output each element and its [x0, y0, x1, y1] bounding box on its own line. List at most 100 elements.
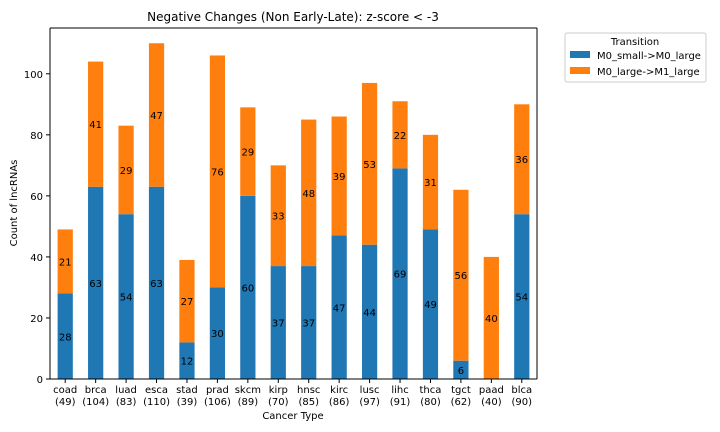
chart-title: Negative Changes (Non Early-Late): z-sco… [147, 10, 439, 24]
data-label-stad-series-1: 12 [181, 357, 194, 368]
bar-luad-series-1 [118, 214, 134, 379]
data-label-tgct-series-2: 56 [455, 271, 468, 282]
bar-skcm-series-1 [240, 195, 256, 379]
legend-swatch-series-2 [570, 67, 590, 74]
legend: Transition M0_small->M0_large M0_large->… [564, 32, 707, 83]
x-tick-label-coad: coad [53, 385, 77, 396]
bar-skcm-series-2 [240, 107, 256, 196]
x-tick-label-lusc: lusc [360, 385, 380, 396]
y-tick-label-100: 100 [24, 70, 43, 81]
data-label-esca-series-2: 47 [150, 111, 163, 122]
x-tick-total-lihc: (91) [390, 397, 411, 408]
bar-lusc-series-1 [361, 244, 378, 379]
x-tick-total-coad: (49) [55, 397, 76, 408]
bar-kirc-series-1 [331, 235, 347, 379]
data-label-lusc-series-1: 44 [363, 308, 376, 319]
x-tick-total-esca: (110) [143, 397, 170, 408]
data-label-lihc-series-2: 22 [394, 131, 407, 142]
data-label-paad-series-2: 40 [485, 314, 498, 325]
bar-thca-series-2 [422, 134, 439, 230]
legend-swatch-series-1 [570, 51, 590, 58]
plot-area: 28 21 coad(49) 63 41 brca(104) 54 29 luad(83) 63 4… [24, 27, 538, 408]
y-axis-label: Count of lncRNAs [9, 160, 20, 247]
bar-lusc-series-2 [361, 82, 378, 245]
x-tick-total-lusc: (97) [359, 397, 380, 408]
data-label-tgct-series-1: 6 [458, 366, 464, 377]
y-tick-label-40: 40 [30, 253, 43, 264]
data-label-luad-series-1: 54 [120, 293, 133, 304]
x-axis-label: Cancer Type [262, 411, 323, 422]
x-tick-total-brca: (104) [82, 397, 109, 408]
x-tick-label-thca: thca [420, 385, 442, 396]
x-tick-total-kirc: (86) [329, 397, 350, 408]
x-tick-label-luad: luad [115, 385, 137, 396]
data-label-lusc-series-2: 53 [363, 160, 376, 171]
x-tick-label-hnsc: hnsc [297, 385, 320, 396]
x-tick-label-brca: brca [85, 385, 107, 396]
x-tick-label-kirc: kirc [330, 385, 348, 396]
x-tick-total-blca: (90) [512, 397, 533, 408]
data-label-brca-series-1: 63 [89, 279, 102, 290]
x-tick-label-prad: prad [206, 385, 229, 396]
bar-paad-series-2 [483, 256, 499, 379]
x-tick-total-hnsc: (85) [298, 397, 319, 408]
x-tick-label-paad: paad [479, 385, 504, 396]
data-label-hnsc-series-2: 48 [302, 189, 315, 200]
data-label-brca-series-2: 41 [89, 120, 102, 131]
x-tick-total-paad: (40) [481, 397, 502, 408]
x-tick-label-esca: esca [145, 385, 168, 396]
data-label-coad-series-2: 21 [59, 257, 72, 268]
x-tick-total-stad: (39) [177, 397, 198, 408]
bar-stad-series-1 [179, 342, 195, 379]
bar-brca-series-1 [88, 186, 104, 379]
data-label-kirc-series-1: 47 [333, 303, 346, 314]
bar-brca-series-2 [88, 61, 104, 187]
x-tick-label-stad: stad [176, 385, 198, 396]
x-tick-total-skcm: (89) [238, 397, 259, 408]
x-tick-total-thca: (80) [420, 397, 441, 408]
y-tick-label-20: 20 [30, 314, 43, 325]
data-label-prad-series-2: 76 [211, 167, 224, 178]
bar-lihc-series-2 [392, 101, 408, 169]
data-label-kirc-series-2: 39 [333, 172, 346, 183]
bar-lihc-series-1 [392, 168, 408, 379]
bar-luad-series-2 [118, 125, 134, 215]
y-tick-label-0: 0 [37, 375, 43, 386]
x-tick-total-prad: (106) [204, 397, 231, 408]
bar-hnsc-series-2 [301, 119, 317, 267]
bar-prad-series-1 [209, 287, 226, 379]
x-tick-label-kirp: kirp [269, 385, 288, 396]
bar-hnsc-series-1 [301, 266, 317, 379]
data-label-lihc-series-1: 69 [394, 270, 407, 281]
x-tick-label-skcm: skcm [235, 385, 261, 396]
legend-frame [564, 32, 707, 83]
data-label-prad-series-1: 30 [211, 329, 224, 340]
data-label-hnsc-series-1: 37 [302, 319, 315, 330]
bar-coad-series-2 [57, 229, 73, 294]
bar-blca-series-2 [514, 104, 530, 215]
data-label-esca-series-1: 63 [150, 279, 163, 290]
data-label-stad-series-2: 27 [181, 297, 194, 308]
data-label-skcm-series-1: 60 [241, 283, 254, 294]
bar-esca-series-1 [148, 186, 165, 379]
bar-thca-series-1 [422, 229, 439, 379]
data-label-thca-series-2: 31 [424, 178, 437, 189]
bar-tgct-series-1 [453, 360, 469, 379]
bar-kirc-series-2 [331, 116, 347, 236]
x-tick-label-tgct: tgct [451, 385, 471, 396]
data-label-luad-series-2: 29 [120, 166, 133, 177]
legend-title: Transition [610, 37, 659, 48]
bar-kirp-series-1 [270, 266, 286, 379]
data-label-thca-series-1: 49 [424, 300, 437, 311]
x-tick-label-lihc: lihc [391, 385, 408, 396]
bar-coad-series-1 [57, 293, 73, 379]
y-tick-label-80: 80 [30, 131, 43, 142]
bar-esca-series-2 [148, 43, 165, 187]
data-label-kirp-series-1: 37 [272, 319, 285, 330]
x-tick-total-kirp: (70) [268, 397, 289, 408]
bar-kirp-series-2 [270, 165, 286, 267]
x-tick-total-luad: (83) [116, 397, 137, 408]
bar-prad-series-2 [209, 55, 226, 288]
x-tick-total-tgct: (62) [451, 397, 472, 408]
